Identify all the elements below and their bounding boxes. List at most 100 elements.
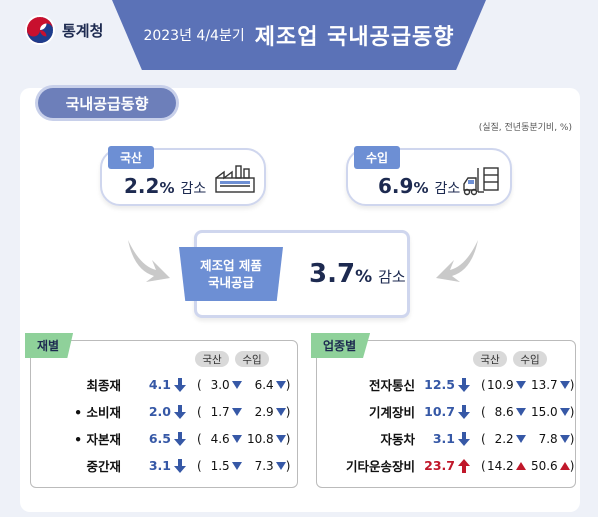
down-triangle-icon xyxy=(231,380,242,389)
up-triangle-icon xyxy=(515,461,526,470)
row-domestic: 4.6 xyxy=(210,431,230,446)
row-domestic: 3.0 xyxy=(210,377,230,392)
row-breakdown: (4.6 10.8) xyxy=(197,431,291,446)
row-value: 2.0 xyxy=(148,404,171,419)
row-import: 10.8 xyxy=(246,431,274,446)
down-triangle-icon xyxy=(231,407,242,416)
import-value-row: 6.9 % 감소 xyxy=(378,174,460,198)
down-arrow-icon xyxy=(458,431,470,446)
row-value: 3.1 xyxy=(148,458,171,473)
row-import: 2.9 xyxy=(254,404,274,419)
row-value: 4.1 xyxy=(148,377,171,392)
goods-tag: 재별 xyxy=(25,333,74,358)
row-name: 자동차 xyxy=(380,432,415,447)
row-domestic: 14.2 xyxy=(486,458,514,473)
domestic-pct: % xyxy=(159,179,175,197)
row-import: 6.4 xyxy=(254,377,274,392)
row-breakdown: (3.0 6.4) xyxy=(197,377,291,392)
down-triangle-icon xyxy=(559,434,570,443)
industry-panel: 업종별 국산 수입 전자통신 12.5(10.9 13.7) 기계장비 10.7(8.6… xyxy=(311,333,576,488)
row-value: 6.5 xyxy=(148,431,171,446)
row-name: 전자통신 xyxy=(368,378,415,393)
by_industry-row: 전자통신 12.5(10.9 13.7) xyxy=(323,375,574,394)
down-arrow-icon xyxy=(174,404,186,419)
row-breakdown: (1.7 2.9) xyxy=(197,404,291,419)
total-change: 감소 xyxy=(378,268,406,286)
org-name: 통계청 xyxy=(62,21,104,40)
row-domestic: 10.9 xyxy=(486,377,514,392)
by_industry-row: 기타운송장비 23.7(14.2 50.6) xyxy=(323,456,574,475)
factory-icon xyxy=(215,165,255,193)
domestic-value: 2.2 xyxy=(124,174,160,198)
down-triangle-icon xyxy=(275,461,286,470)
row-value: 3.1 xyxy=(432,431,455,446)
down-triangle-icon xyxy=(515,434,526,443)
down-arrow-icon xyxy=(174,377,186,392)
row-name: 중간재 xyxy=(86,459,121,474)
total-pct: % xyxy=(355,267,373,287)
title-banner: 2023년 4/4분기 제조업 국내공급동향 xyxy=(112,0,486,70)
down-arrow-icon xyxy=(458,404,470,419)
down-triangle-icon xyxy=(515,380,526,389)
row-import: 13.7 xyxy=(530,377,558,392)
row-domestic: 8.6 xyxy=(494,404,514,419)
by_industry-row: 자동차 3.1(2.2 7.8) xyxy=(323,429,574,448)
row-domestic: 1.5 xyxy=(210,458,230,473)
row-name: 최종재 xyxy=(86,378,121,393)
down-triangle-icon xyxy=(515,407,526,416)
top-bar: 통계청 2023년 4/4분기 제조업 국내공급동향 xyxy=(0,0,598,72)
by_goods-row: 중간재 3.1(1.5 7.3) xyxy=(37,456,290,475)
forklift-icon xyxy=(463,167,499,196)
goods-col-import: 수입 xyxy=(235,351,269,367)
down-arrow-icon xyxy=(174,431,186,446)
industry-tag: 업종별 xyxy=(311,333,371,358)
down-arrow-icon xyxy=(174,458,186,473)
import-value: 6.9 xyxy=(378,174,414,198)
down-triangle-icon xyxy=(231,461,242,470)
domestic-change: 감소 xyxy=(180,181,207,197)
goods-col-domestic: 국산 xyxy=(195,351,229,367)
row-import: 7.8 xyxy=(538,431,558,446)
import-pct: % xyxy=(413,179,429,197)
import-change: 감소 xyxy=(434,181,461,197)
down-triangle-icon xyxy=(559,380,570,389)
goods-panel: 재별 국산 수입 최종재 4.1(3.0 6.4) • 소비재 2.0(1.7 2.9) •… xyxy=(25,333,298,488)
by_goods-row: • 자본재 6.5(4.6 10.8) xyxy=(37,429,290,448)
domestic-value-row: 2.2 % 감소 xyxy=(124,174,206,198)
up-triangle-icon xyxy=(559,461,570,470)
by_industry-row: 기계장비 10.7(8.6 15.0) xyxy=(323,402,574,421)
section-title: 국내공급동향 xyxy=(38,88,176,118)
row-name: 기타운송장비 xyxy=(345,459,415,474)
row-import: 50.6 xyxy=(530,458,558,473)
down-triangle-icon xyxy=(559,407,570,416)
up-arrow-icon xyxy=(458,458,470,473)
row-name: • 자본재 xyxy=(74,432,121,447)
total-value-row: 3.7 % 감소 xyxy=(309,259,406,289)
row-breakdown: (8.6 15.0) xyxy=(481,404,575,419)
org-logo: 통계청 xyxy=(24,14,103,46)
page-title: 제조업 국내공급동향 xyxy=(254,25,455,50)
row-domestic: 1.7 xyxy=(210,404,230,419)
total-bubble: 제조업 제품 국내공급 3.7 % 감소 xyxy=(179,230,410,318)
row-domestic: 2.2 xyxy=(494,431,514,446)
total-tag-line1: 제조업 제품 xyxy=(200,257,262,273)
row-breakdown: (2.2 7.8) xyxy=(481,431,575,446)
down-triangle-icon xyxy=(275,407,286,416)
row-breakdown: (1.5 7.3) xyxy=(197,458,291,473)
unit-note: (실질, 전년동분기비, %) xyxy=(478,123,572,133)
industry-col-domestic: 국산 xyxy=(473,351,507,367)
row-name: 기계장비 xyxy=(368,405,415,420)
row-value: 10.7 xyxy=(424,404,455,419)
row-breakdown: (14.2 50.6) xyxy=(481,458,575,473)
by_goods-row: • 소비재 2.0(1.7 2.9) xyxy=(37,402,290,421)
row-name: • 소비재 xyxy=(74,405,121,420)
right-flow-arrow xyxy=(436,240,478,282)
period-label: 2023년 4/4분기 xyxy=(143,28,245,44)
total-tag-line2: 국내공급 xyxy=(207,275,254,290)
domestic-bubble: 국산 2.2 % 감소 xyxy=(100,146,266,206)
row-value: 23.7 xyxy=(424,458,455,473)
import-tag: 수입 xyxy=(354,146,401,169)
row-import: 15.0 xyxy=(530,404,558,419)
row-import: 7.3 xyxy=(254,458,274,473)
row-value: 12.5 xyxy=(424,377,455,392)
